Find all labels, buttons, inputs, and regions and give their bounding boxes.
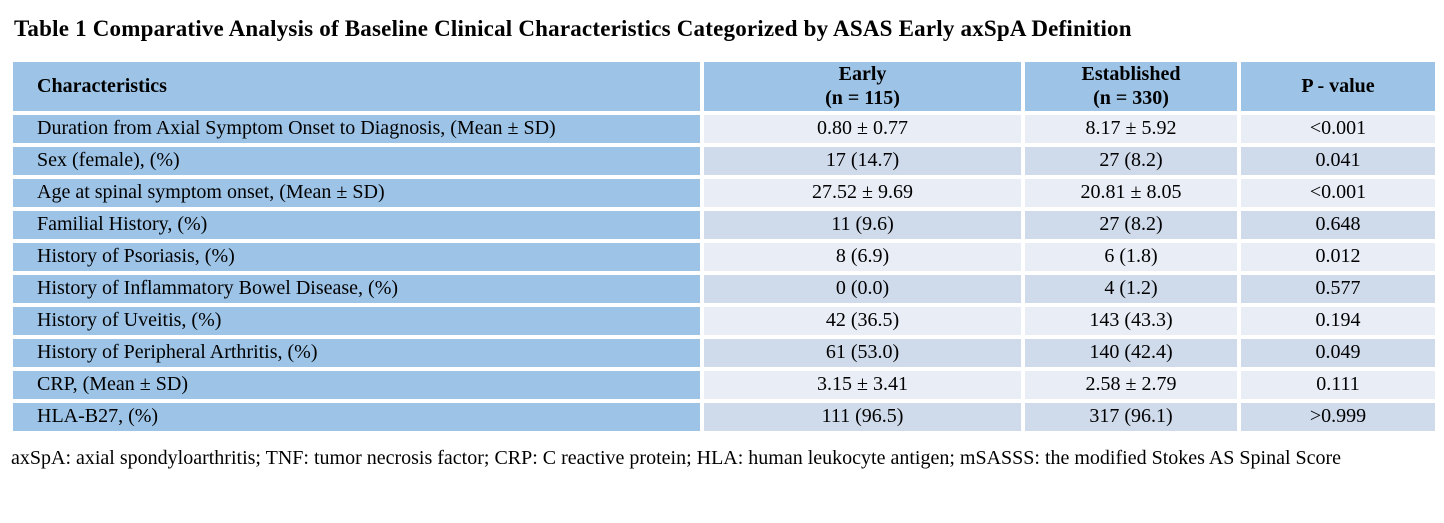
established-value: 20.81 ± 8.05 <box>1021 174 1241 211</box>
early-value: 0.80 ± 0.77 <box>700 110 1025 147</box>
p-value: 0.194 <box>1237 302 1439 339</box>
p-value: 0.049 <box>1237 334 1439 371</box>
col-header-early-label: Early <box>838 63 887 85</box>
table-row: Sex (female), (%) 17 (14.7) 27 (8.2) 0.0… <box>9 142 1439 179</box>
row-label: Age at spinal symptom onset, (Mean ± SD) <box>9 174 704 211</box>
row-label: Sex (female), (%) <box>9 142 704 179</box>
col-header-early: Early (n = 115) <box>700 58 1025 115</box>
table-row: History of Uveitis, (%) 42 (36.5) 143 (4… <box>9 302 1439 339</box>
early-value: 8 (6.9) <box>700 238 1025 275</box>
table-title: Table 1 Comparative Analysis of Baseline… <box>14 16 1132 41</box>
row-label: History of Peripheral Arthritis, (%) <box>9 334 704 371</box>
col-header-established-label: Established <box>1081 63 1181 85</box>
established-value: 2.58 ± 2.79 <box>1021 366 1241 403</box>
early-value: 111 (96.5) <box>700 398 1025 435</box>
p-value: 0.577 <box>1237 270 1439 307</box>
established-value: 27 (8.2) <box>1021 142 1241 179</box>
col-header-characteristics: Characteristics <box>9 58 704 115</box>
early-value: 27.52 ± 9.69 <box>700 174 1025 211</box>
p-value: <0.001 <box>1237 174 1439 211</box>
row-label: CRP, (Mean ± SD) <box>9 366 704 403</box>
early-value: 61 (53.0) <box>700 334 1025 371</box>
row-label: Familial History, (%) <box>9 206 704 243</box>
col-header-p-value: P - value <box>1237 58 1439 115</box>
table-row: Duration from Axial Symptom Onset to Dia… <box>9 110 1439 147</box>
row-label: History of Psoriasis, (%) <box>9 238 704 275</box>
p-value: >0.999 <box>1237 398 1439 435</box>
header-row: Characteristics Early (n = 115) Establis… <box>9 58 1439 115</box>
abbreviations-footnote: axSpA: axial spondyloarthritis; TNF: tum… <box>11 446 1342 469</box>
early-value: 11 (9.6) <box>700 206 1025 243</box>
table-row: HLA-B27, (%) 111 (96.5) 317 (96.1) >0.99… <box>9 398 1439 435</box>
p-value: 0.648 <box>1237 206 1439 243</box>
early-value: 0 (0.0) <box>700 270 1025 307</box>
early-value: 42 (36.5) <box>700 302 1025 339</box>
established-value: 4 (1.2) <box>1021 270 1241 307</box>
p-value: <0.001 <box>1237 110 1439 147</box>
established-value: 6 (1.8) <box>1021 238 1241 275</box>
row-label: History of Uveitis, (%) <box>9 302 704 339</box>
row-label: Duration from Axial Symptom Onset to Dia… <box>9 110 704 147</box>
table-row: History of Psoriasis, (%) 8 (6.9) 6 (1.8… <box>9 238 1439 275</box>
characteristics-table: Characteristics Early (n = 115) Establis… <box>9 58 1439 435</box>
p-value: 0.041 <box>1237 142 1439 179</box>
established-value: 8.17 ± 5.92 <box>1021 110 1241 147</box>
col-header-established-n: (n = 330) <box>1093 87 1169 110</box>
p-value: 0.111 <box>1237 366 1439 403</box>
table-row: CRP, (Mean ± SD) 3.15 ± 3.41 2.58 ± 2.79… <box>9 366 1439 403</box>
established-value: 317 (96.1) <box>1021 398 1241 435</box>
established-value: 140 (42.4) <box>1021 334 1241 371</box>
col-header-early-n: (n = 115) <box>825 87 900 110</box>
table-row: Age at spinal symptom onset, (Mean ± SD)… <box>9 174 1439 211</box>
row-label: History of Inflammatory Bowel Disease, (… <box>9 270 704 307</box>
row-label: HLA-B27, (%) <box>9 398 704 435</box>
established-value: 27 (8.2) <box>1021 206 1241 243</box>
p-value: 0.012 <box>1237 238 1439 275</box>
early-value: 3.15 ± 3.41 <box>700 366 1025 403</box>
established-value: 143 (43.3) <box>1021 302 1241 339</box>
table-row: History of Inflammatory Bowel Disease, (… <box>9 270 1439 307</box>
table-row: Familial History, (%) 11 (9.6) 27 (8.2) … <box>9 206 1439 243</box>
table-row: History of Peripheral Arthritis, (%) 61 … <box>9 334 1439 371</box>
early-value: 17 (14.7) <box>700 142 1025 179</box>
col-header-established: Established (n = 330) <box>1021 58 1241 115</box>
